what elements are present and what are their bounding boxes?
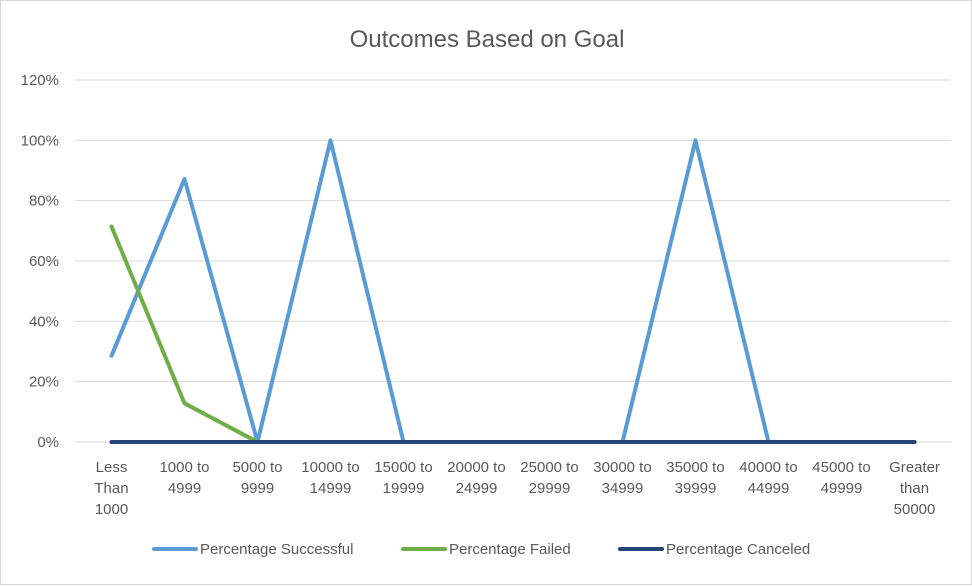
chart-title: Outcomes Based on Goal [350,26,625,53]
series-line-2 [109,224,260,444]
y-tick-label: 80% [29,193,59,210]
x-tick-label: 30000 to 34999 [593,459,651,497]
x-tick-label: 1000 to 4999 [159,459,209,497]
x-tick-label: 15000 to 19999 [374,459,432,497]
legend-label: Percentage Successful [200,541,353,558]
x-tick-label: 5000 to 9999 [232,459,282,497]
x-tick-label: 25000 to 29999 [520,459,578,497]
legend-label: Percentage Canceled [666,541,810,558]
y-tick-label: 20% [29,374,59,391]
x-tick-label: 10000 to 14999 [301,459,359,497]
x-tick-label: 40000 to 44999 [739,459,797,497]
x-tick-label: 35000 to 39999 [666,459,724,497]
x-tick-label: 20000 to 24999 [447,459,505,497]
x-tick-label: Greater than 50000 [889,459,940,518]
legend-label: Percentage Failed [449,541,571,558]
y-tick-label: 0% [37,434,59,451]
x-tick-label: Less Than 1000 [94,459,128,518]
y-tick-label: 120% [21,72,59,89]
x-tick-label: 45000 to 49999 [812,459,870,497]
y-tick-label: 60% [29,253,59,270]
series-line-1 [109,138,917,444]
y-tick-label: 40% [29,313,59,330]
y-tick-label: 100% [21,132,59,149]
